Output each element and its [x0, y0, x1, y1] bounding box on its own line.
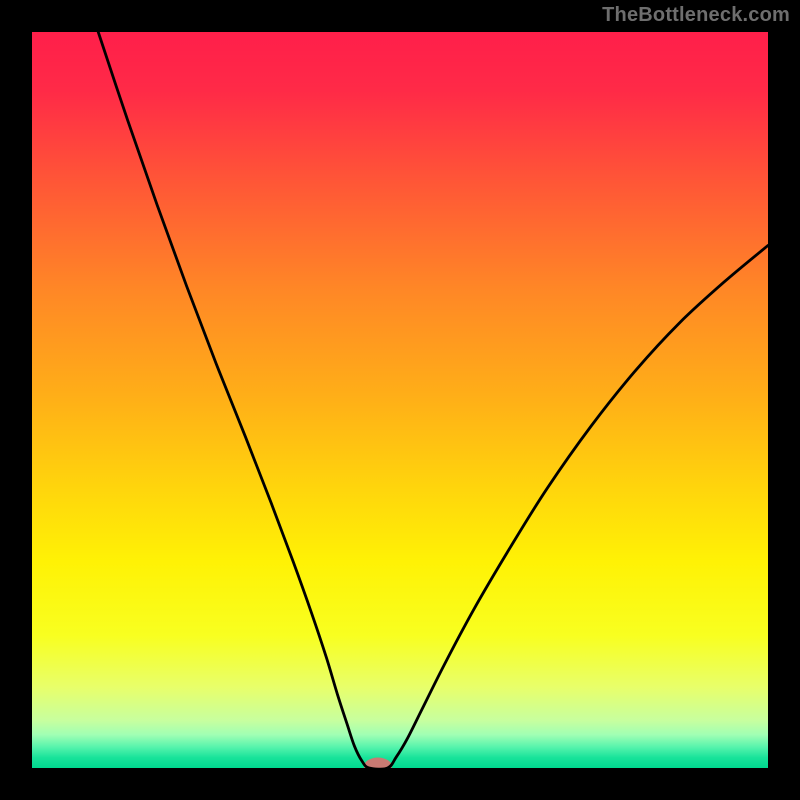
chart-container: TheBottleneck.com	[0, 0, 800, 800]
watermark-text: TheBottleneck.com	[602, 4, 790, 27]
plot-background	[32, 32, 768, 768]
bottleneck-chart	[0, 0, 800, 800]
